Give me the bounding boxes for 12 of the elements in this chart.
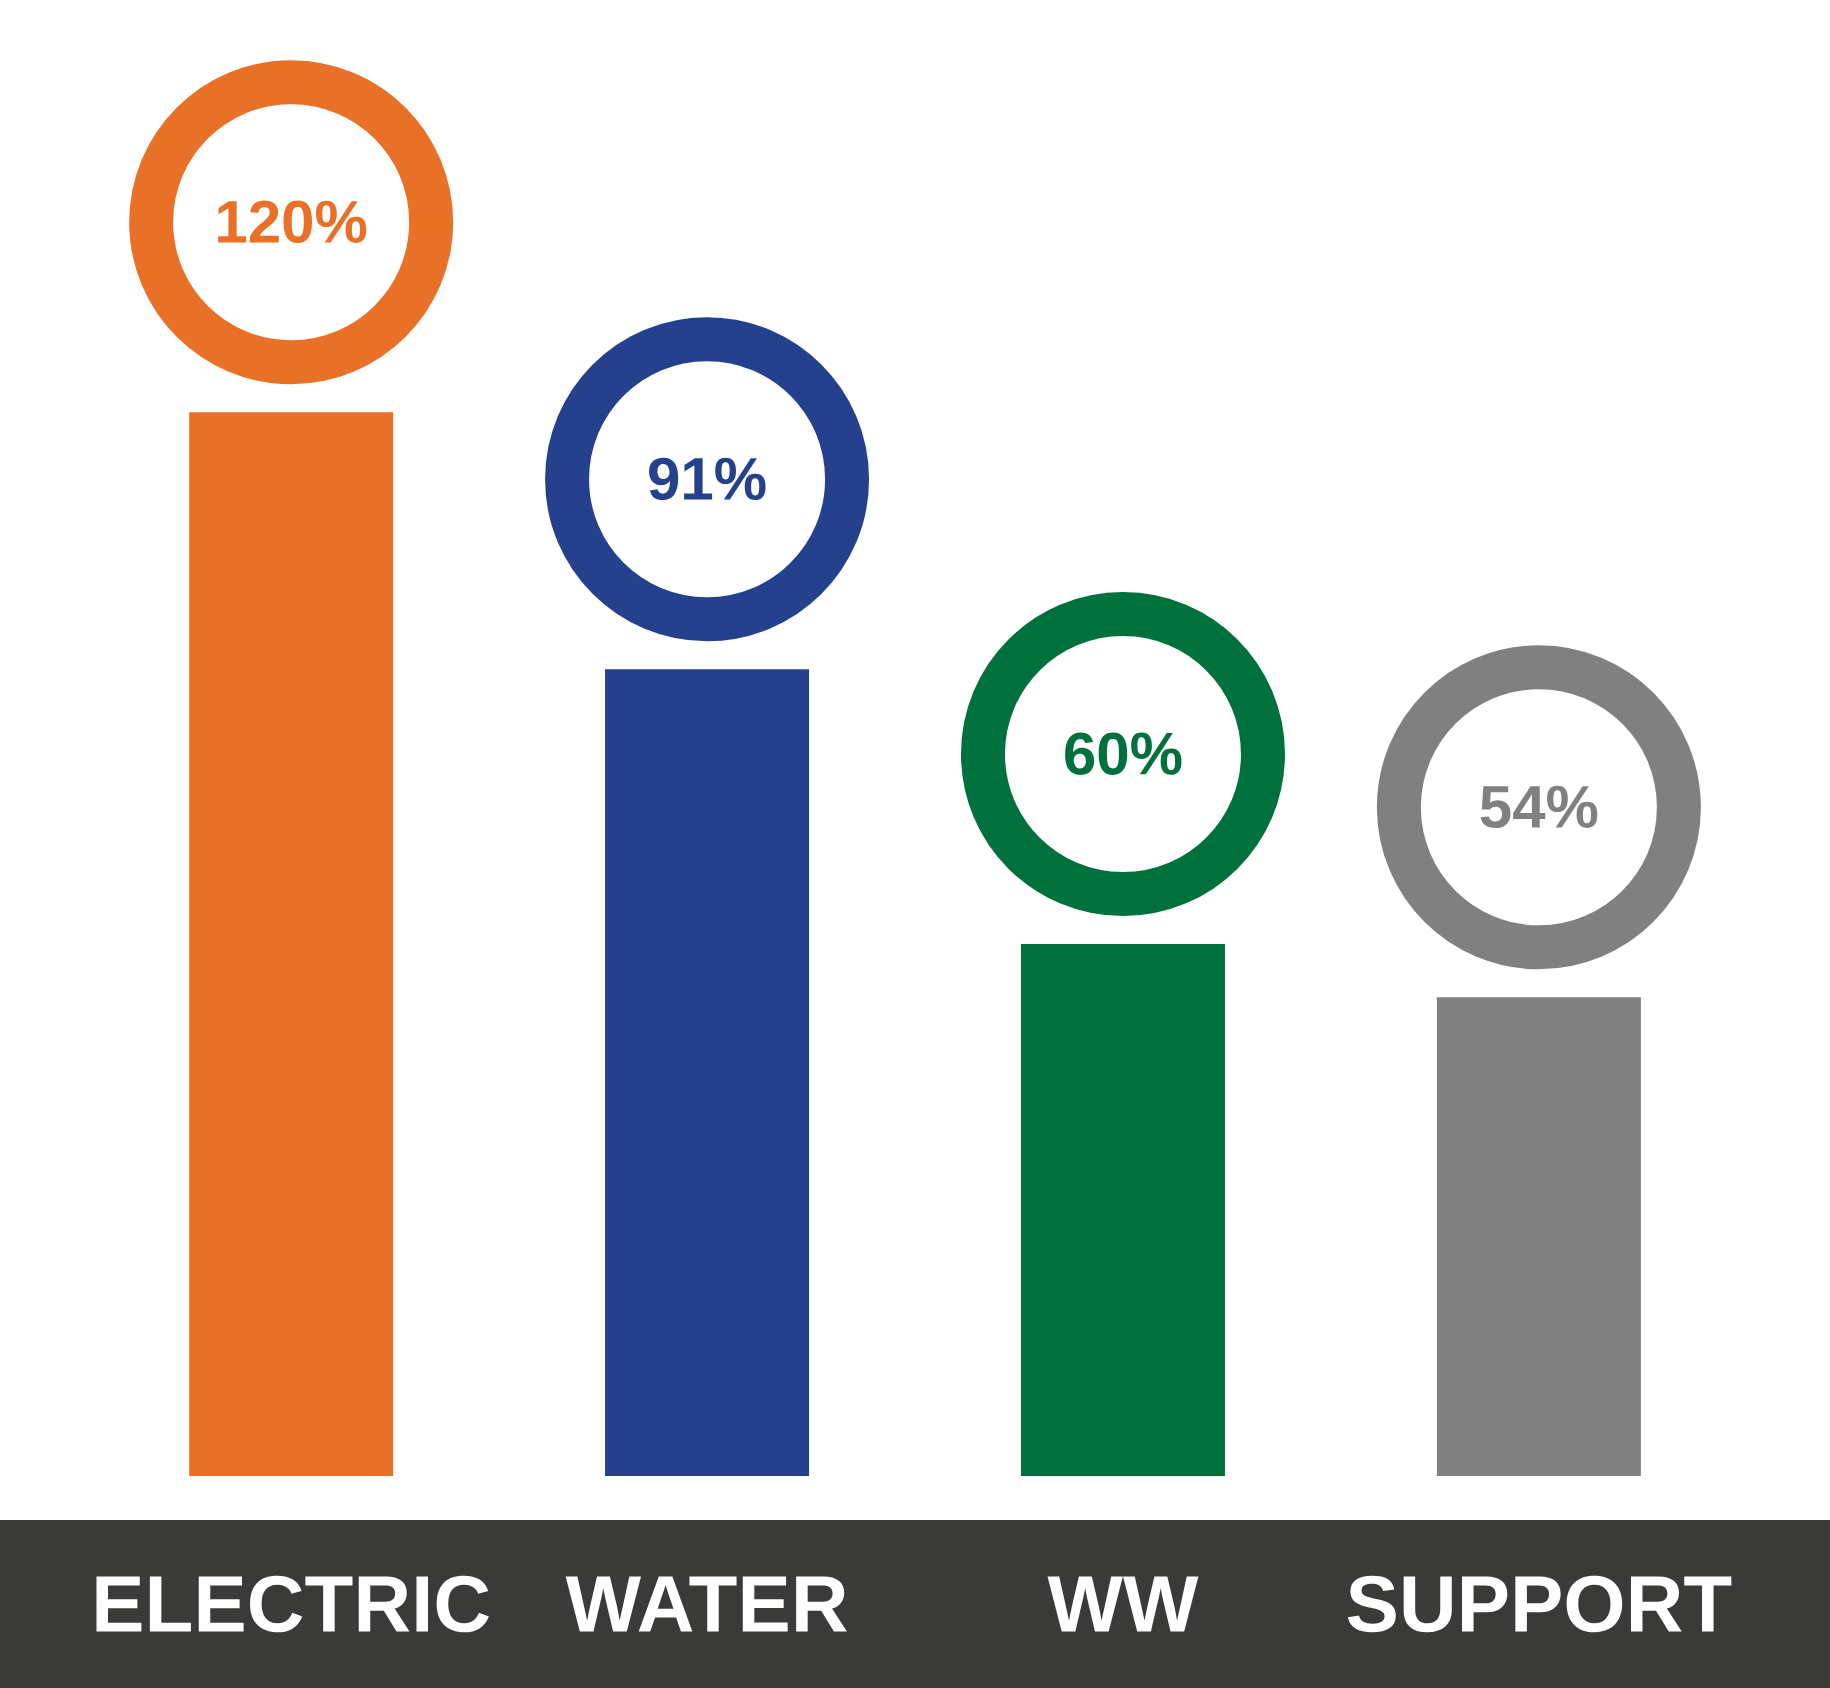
x-tick-label: ELECTRIC bbox=[96, 1575, 489, 1633]
data-label: 120% bbox=[218, 200, 367, 244]
x-tick-label: SUPPORT bbox=[1347, 1575, 1732, 1633]
x-tick-label: WW bbox=[1047, 1576, 1199, 1632]
bar bbox=[1020, 944, 1225, 1476]
data-label: 60% bbox=[1065, 732, 1182, 775]
bar bbox=[1436, 997, 1641, 1476]
bar bbox=[605, 669, 810, 1476]
data-label: 54% bbox=[1480, 785, 1598, 829]
bar bbox=[189, 412, 394, 1476]
data-label: 91% bbox=[649, 457, 766, 501]
x-tick-label: WATER bbox=[565, 1576, 847, 1632]
